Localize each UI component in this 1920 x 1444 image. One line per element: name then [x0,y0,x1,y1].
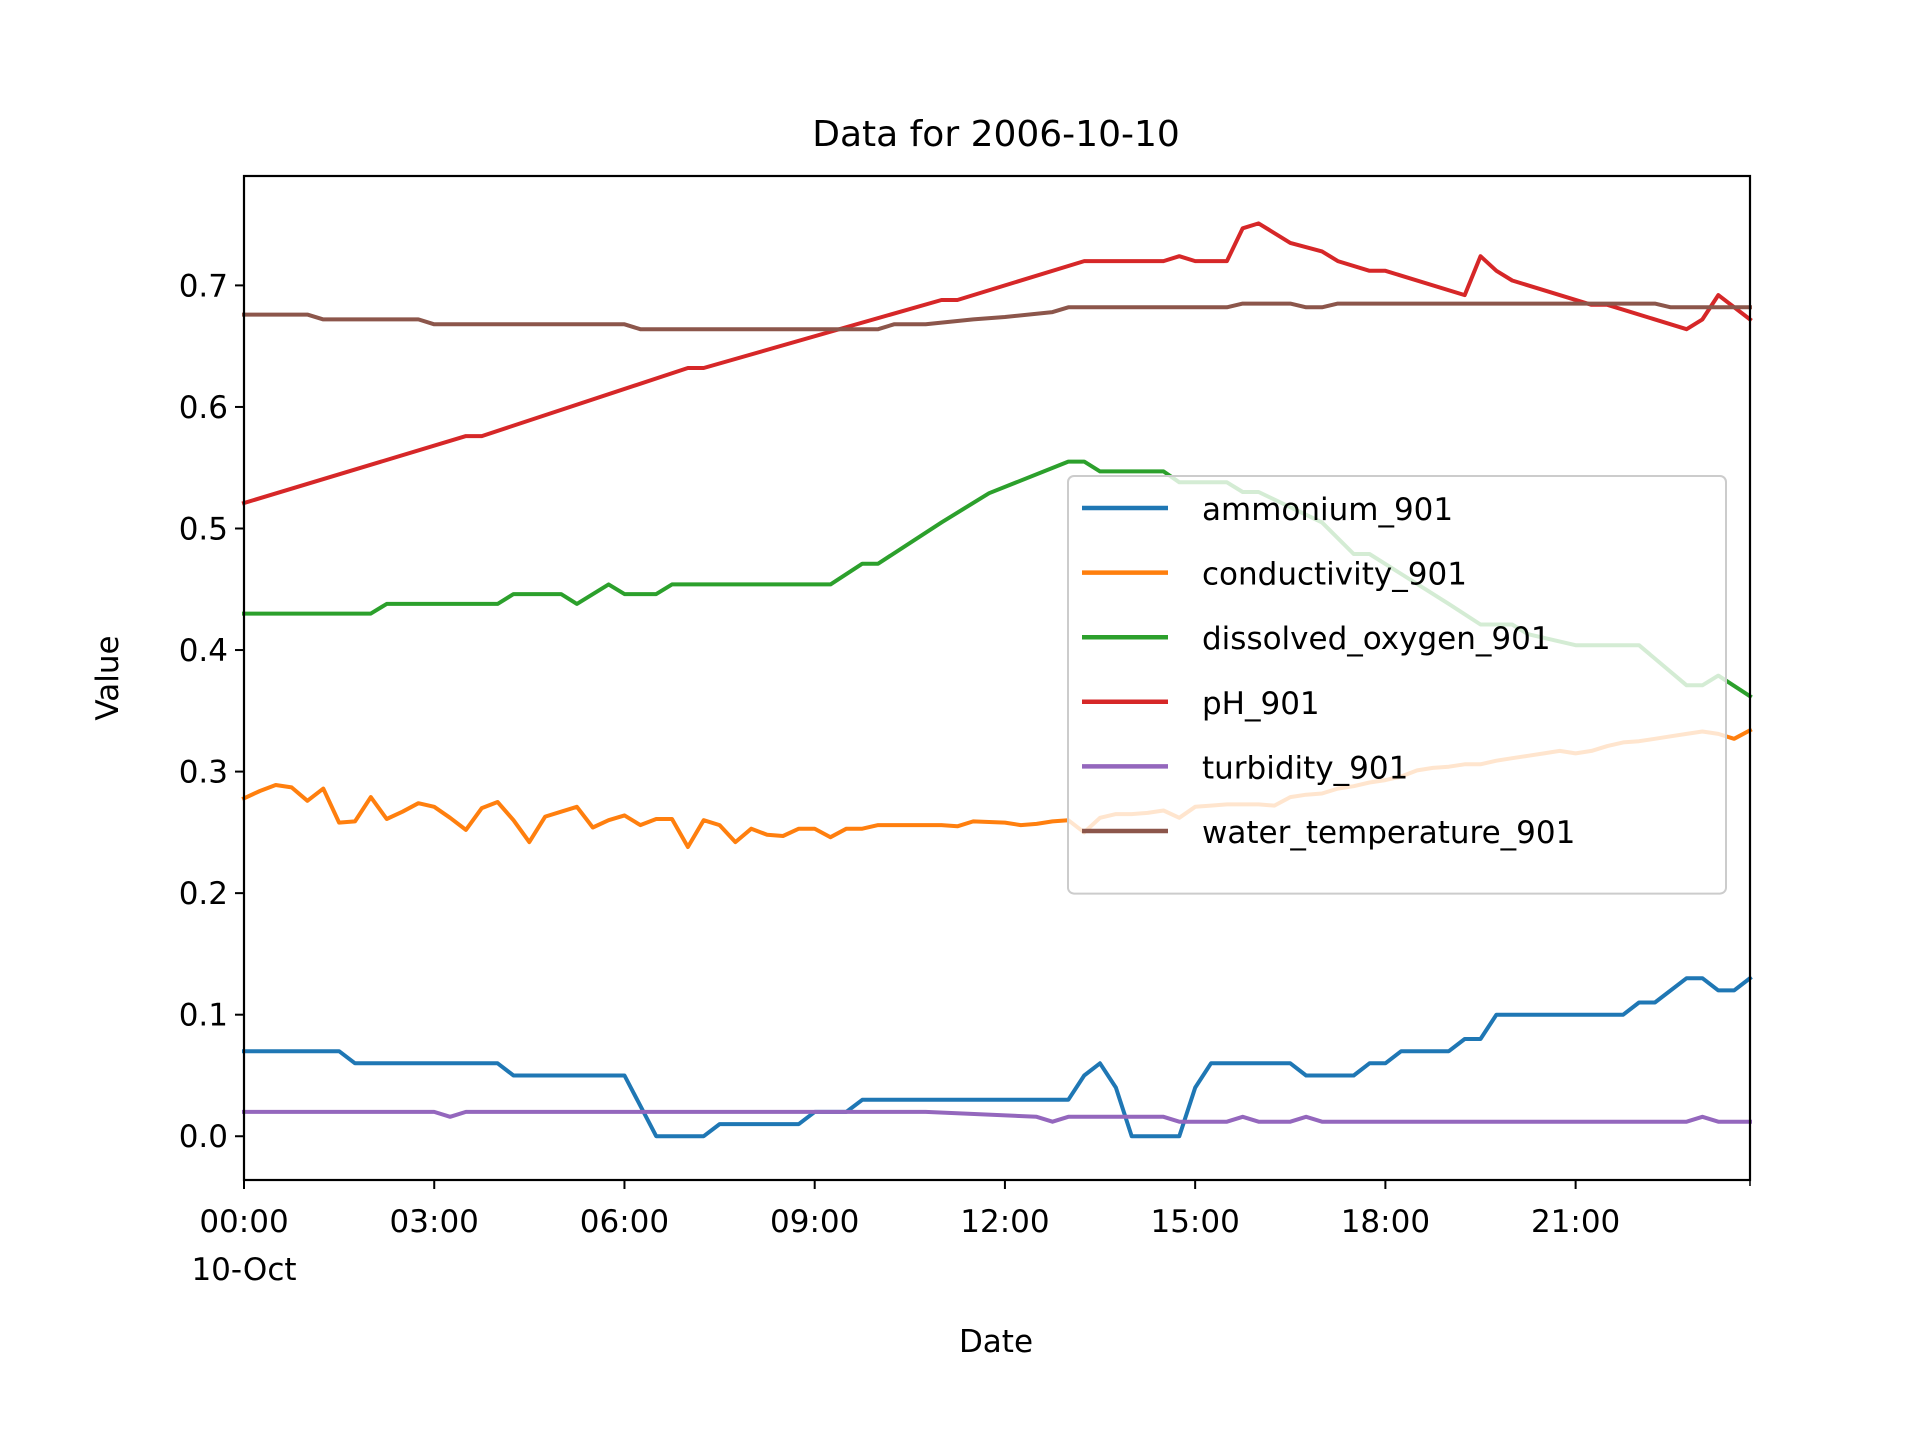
series-line-turbidity_901 [242,1109,1752,1124]
y-tick-label: 0.5 [179,511,228,547]
plot-frame [242,174,1752,1182]
series-line-ammonium_901 [242,975,1753,1139]
series-layer [241,221,1753,1139]
x-tick-label: 15:00 [1150,1204,1239,1240]
y-tick-label: 0.1 [179,998,228,1034]
legend-label-dissolved_oxygen_901: dissolved_oxygen_901 [1202,621,1551,657]
y-axis-label: Value [90,635,126,720]
series-line-water_temperature_901 [242,301,1752,332]
y-tick-label: 0.2 [179,876,228,912]
x-axis-label: Date [959,1324,1033,1360]
y-tick-label: 0.4 [179,633,228,669]
x-tick-label: 03:00 [390,1204,479,1240]
chart-title: Data for 2006-10-10 [812,114,1180,155]
y-tick-label: 0.0 [179,1119,228,1155]
legend-label-turbidity_901: turbidity_901 [1202,750,1408,786]
x-tick-label: 00:00 [199,1204,288,1240]
y-tick-label: 0.7 [179,268,228,304]
x-tick-label: 18:00 [1341,1204,1430,1240]
legend-label-ammonium_901: ammonium_901 [1202,492,1453,528]
y-tick-label: 0.6 [179,390,228,426]
x-tick-label: 06:00 [580,1204,669,1240]
legend-label-pH_901: pH_901 [1202,686,1320,722]
legend-label-water_temperature_901: water_temperature_901 [1202,815,1575,851]
legend-label-conductivity_901: conductivity_901 [1202,557,1467,593]
y-axis: 0.0 0.1 0.2 0.3 0.4 0.5 0.6 0.7 [179,268,244,1155]
legend: ammonium_901 conductivity_901 dissolved_ox… [1067,475,1727,895]
x-tick-label: 21:00 [1531,1204,1620,1240]
y-tick-label: 0.3 [179,755,228,791]
x-axis: 00:00 10-Oct 03:00 06:00 09:00 12:00 15:00 18:0… [191,1180,1751,1288]
x-tick-label: 09:00 [770,1204,859,1240]
legend-box [1067,475,1727,895]
x-tick-label: 12:00 [960,1204,1049,1240]
x-tick-sublabel: 10-Oct [191,1252,296,1288]
